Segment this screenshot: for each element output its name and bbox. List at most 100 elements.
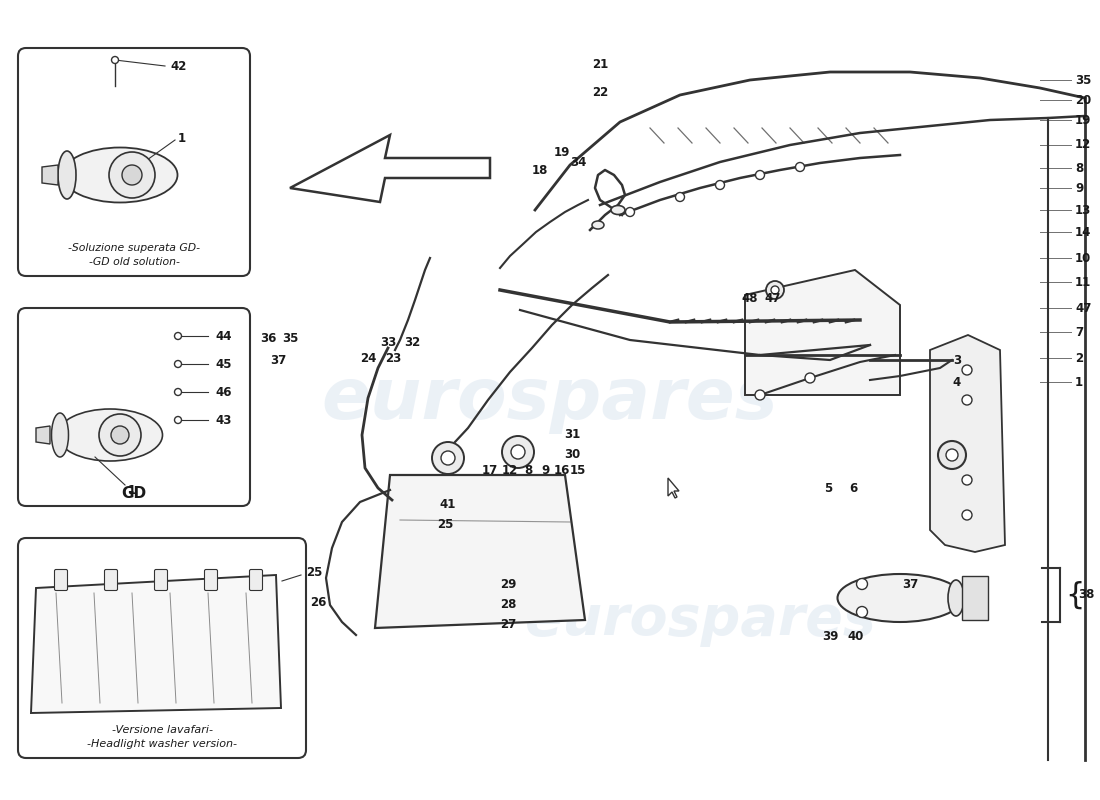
Ellipse shape: [610, 206, 625, 214]
Text: 19: 19: [1075, 114, 1091, 126]
Text: 26: 26: [310, 595, 327, 609]
Text: 38: 38: [1078, 589, 1094, 602]
Circle shape: [122, 165, 142, 185]
Text: 6: 6: [849, 482, 857, 494]
Text: 10: 10: [1075, 251, 1091, 265]
Text: 29: 29: [499, 578, 516, 591]
Text: 43: 43: [214, 414, 231, 426]
Text: 27: 27: [499, 618, 516, 630]
Ellipse shape: [58, 151, 76, 199]
Text: 31: 31: [564, 429, 580, 442]
Text: 16: 16: [553, 463, 570, 477]
Text: 11: 11: [1075, 275, 1091, 289]
Circle shape: [857, 606, 868, 618]
Circle shape: [946, 449, 958, 461]
Text: 9: 9: [1075, 182, 1084, 194]
Text: 5: 5: [824, 482, 832, 494]
Circle shape: [675, 193, 684, 202]
Text: 25: 25: [437, 518, 453, 531]
Text: 12: 12: [1075, 138, 1091, 151]
Circle shape: [766, 281, 784, 299]
Text: eurospares: eurospares: [321, 366, 779, 434]
Text: eurospares: eurospares: [525, 593, 876, 647]
Text: 14: 14: [1075, 226, 1091, 238]
FancyBboxPatch shape: [250, 570, 263, 590]
Text: 37: 37: [270, 354, 286, 366]
Circle shape: [805, 373, 815, 383]
Text: 1: 1: [128, 485, 136, 498]
Text: -GD old solution-: -GD old solution-: [89, 257, 179, 267]
Circle shape: [175, 389, 182, 395]
Text: 33: 33: [379, 335, 396, 349]
Text: 19: 19: [553, 146, 570, 158]
Text: 22: 22: [592, 86, 608, 98]
Polygon shape: [42, 165, 58, 185]
Circle shape: [175, 417, 182, 423]
Text: 34: 34: [570, 155, 586, 169]
Text: 32: 32: [404, 335, 420, 349]
Circle shape: [441, 451, 455, 465]
Text: 23: 23: [385, 351, 402, 365]
Text: 24: 24: [360, 351, 376, 365]
Text: 42: 42: [170, 59, 186, 73]
Circle shape: [109, 152, 155, 198]
Ellipse shape: [57, 409, 163, 461]
Polygon shape: [962, 576, 988, 620]
Text: 45: 45: [214, 358, 231, 370]
Text: 7: 7: [1075, 326, 1084, 338]
Text: 1: 1: [1075, 375, 1084, 389]
Text: 3: 3: [953, 354, 961, 366]
Text: 8: 8: [524, 463, 532, 477]
Polygon shape: [930, 335, 1005, 552]
Text: 30: 30: [564, 449, 580, 462]
Text: 47: 47: [764, 291, 781, 305]
Text: -Headlight washer version-: -Headlight washer version-: [87, 739, 237, 749]
Text: 9: 9: [541, 463, 549, 477]
Text: 1: 1: [178, 131, 186, 145]
Text: GD: GD: [121, 486, 146, 502]
Circle shape: [175, 333, 182, 339]
Circle shape: [715, 181, 725, 190]
FancyBboxPatch shape: [205, 570, 218, 590]
Text: 18: 18: [531, 163, 548, 177]
Polygon shape: [290, 135, 490, 202]
Text: 4: 4: [953, 375, 961, 389]
Text: 2: 2: [1075, 351, 1084, 365]
Text: 37: 37: [902, 578, 918, 591]
Circle shape: [432, 442, 464, 474]
Ellipse shape: [592, 221, 604, 229]
Polygon shape: [36, 426, 50, 444]
Circle shape: [962, 475, 972, 485]
Text: 15: 15: [570, 463, 586, 477]
Circle shape: [111, 426, 129, 444]
Text: 12: 12: [502, 463, 518, 477]
Ellipse shape: [948, 580, 964, 616]
Circle shape: [626, 207, 635, 217]
Text: -Versione lavafari-: -Versione lavafari-: [111, 725, 212, 735]
Ellipse shape: [52, 413, 68, 457]
FancyBboxPatch shape: [154, 570, 167, 590]
Text: 17: 17: [482, 463, 498, 477]
Polygon shape: [745, 270, 900, 395]
Circle shape: [502, 436, 534, 468]
Text: 35: 35: [1075, 74, 1091, 86]
Circle shape: [795, 162, 804, 171]
Text: 35: 35: [282, 331, 298, 345]
Polygon shape: [668, 478, 679, 498]
Text: 41: 41: [440, 498, 456, 511]
Text: 47: 47: [1075, 302, 1091, 314]
Circle shape: [512, 445, 525, 459]
Circle shape: [771, 286, 779, 294]
Text: 40: 40: [848, 630, 865, 642]
Text: 44: 44: [214, 330, 231, 342]
FancyBboxPatch shape: [18, 48, 250, 276]
Text: -Soluzione superata GD-: -Soluzione superata GD-: [68, 243, 200, 253]
Circle shape: [755, 390, 764, 400]
Text: 25: 25: [306, 566, 322, 579]
Text: 13: 13: [1075, 203, 1091, 217]
Text: 28: 28: [499, 598, 516, 610]
FancyBboxPatch shape: [18, 538, 306, 758]
Text: 20: 20: [1075, 94, 1091, 106]
Circle shape: [99, 414, 141, 456]
Text: {: {: [1065, 581, 1085, 610]
